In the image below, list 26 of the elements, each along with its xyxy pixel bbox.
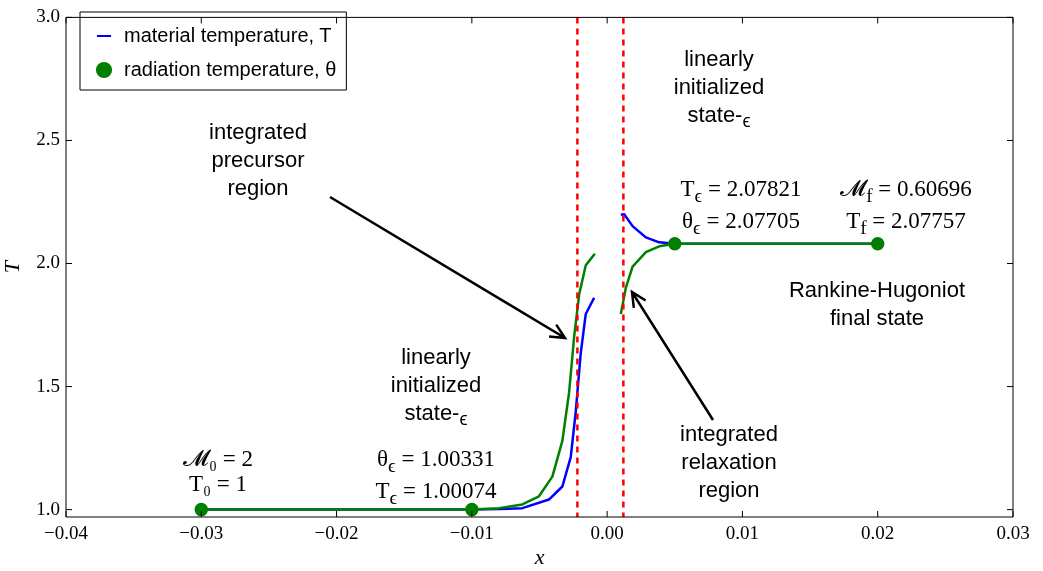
x-tick-label: 0.03 xyxy=(996,522,1030,544)
annotation: integrated relaxation region xyxy=(680,420,778,504)
x-axis-title: x xyxy=(533,543,545,569)
annotation: linearly initialized state-$_{ϵ}$ xyxy=(390,343,482,432)
y-axis-title: T xyxy=(0,259,24,274)
x-tick-label: −0.03 xyxy=(179,522,224,544)
y-tick-label: 2.5 xyxy=(36,128,60,150)
y-tick-label: 3.0 xyxy=(36,5,60,27)
annotation: θ$_{ϵ}$ = 1.00331 T$_{ϵ}$ = 1.00074 xyxy=(375,446,497,510)
annotation: T$_{ϵ}$ = 2.07821 θ$_{ϵ}$ = 2.07705 xyxy=(680,176,802,240)
annotation: 𝓜₀ = 2 T₀ = 1 xyxy=(183,446,253,496)
x-tick-label: 0.02 xyxy=(861,522,895,544)
y-tick-label: 2.0 xyxy=(36,251,60,273)
y-tick-label: 1.5 xyxy=(36,374,60,396)
legend-label: material temperature, T xyxy=(124,23,332,46)
y-tick-label: 1.0 xyxy=(36,497,60,519)
x-tick-label: −0.02 xyxy=(314,522,359,544)
annotation: Rankine-Hugoniot final state xyxy=(788,276,966,332)
annotation: linearly initialized state-$_{ϵ}$ xyxy=(673,45,765,134)
x-tick-label: −0.01 xyxy=(449,522,494,544)
x-tick-label: −0.04 xyxy=(44,522,89,544)
x-tick-label: 0.00 xyxy=(590,522,624,544)
annotation: 𝓜$_{f}$ = 0.60696 T$_{f}$ = 2.07757 xyxy=(840,176,972,240)
annotation: integrated precursor region xyxy=(209,118,307,202)
x-tick-label: 0.01 xyxy=(725,522,760,544)
legend-label: radiation temperature, θ xyxy=(124,57,337,80)
